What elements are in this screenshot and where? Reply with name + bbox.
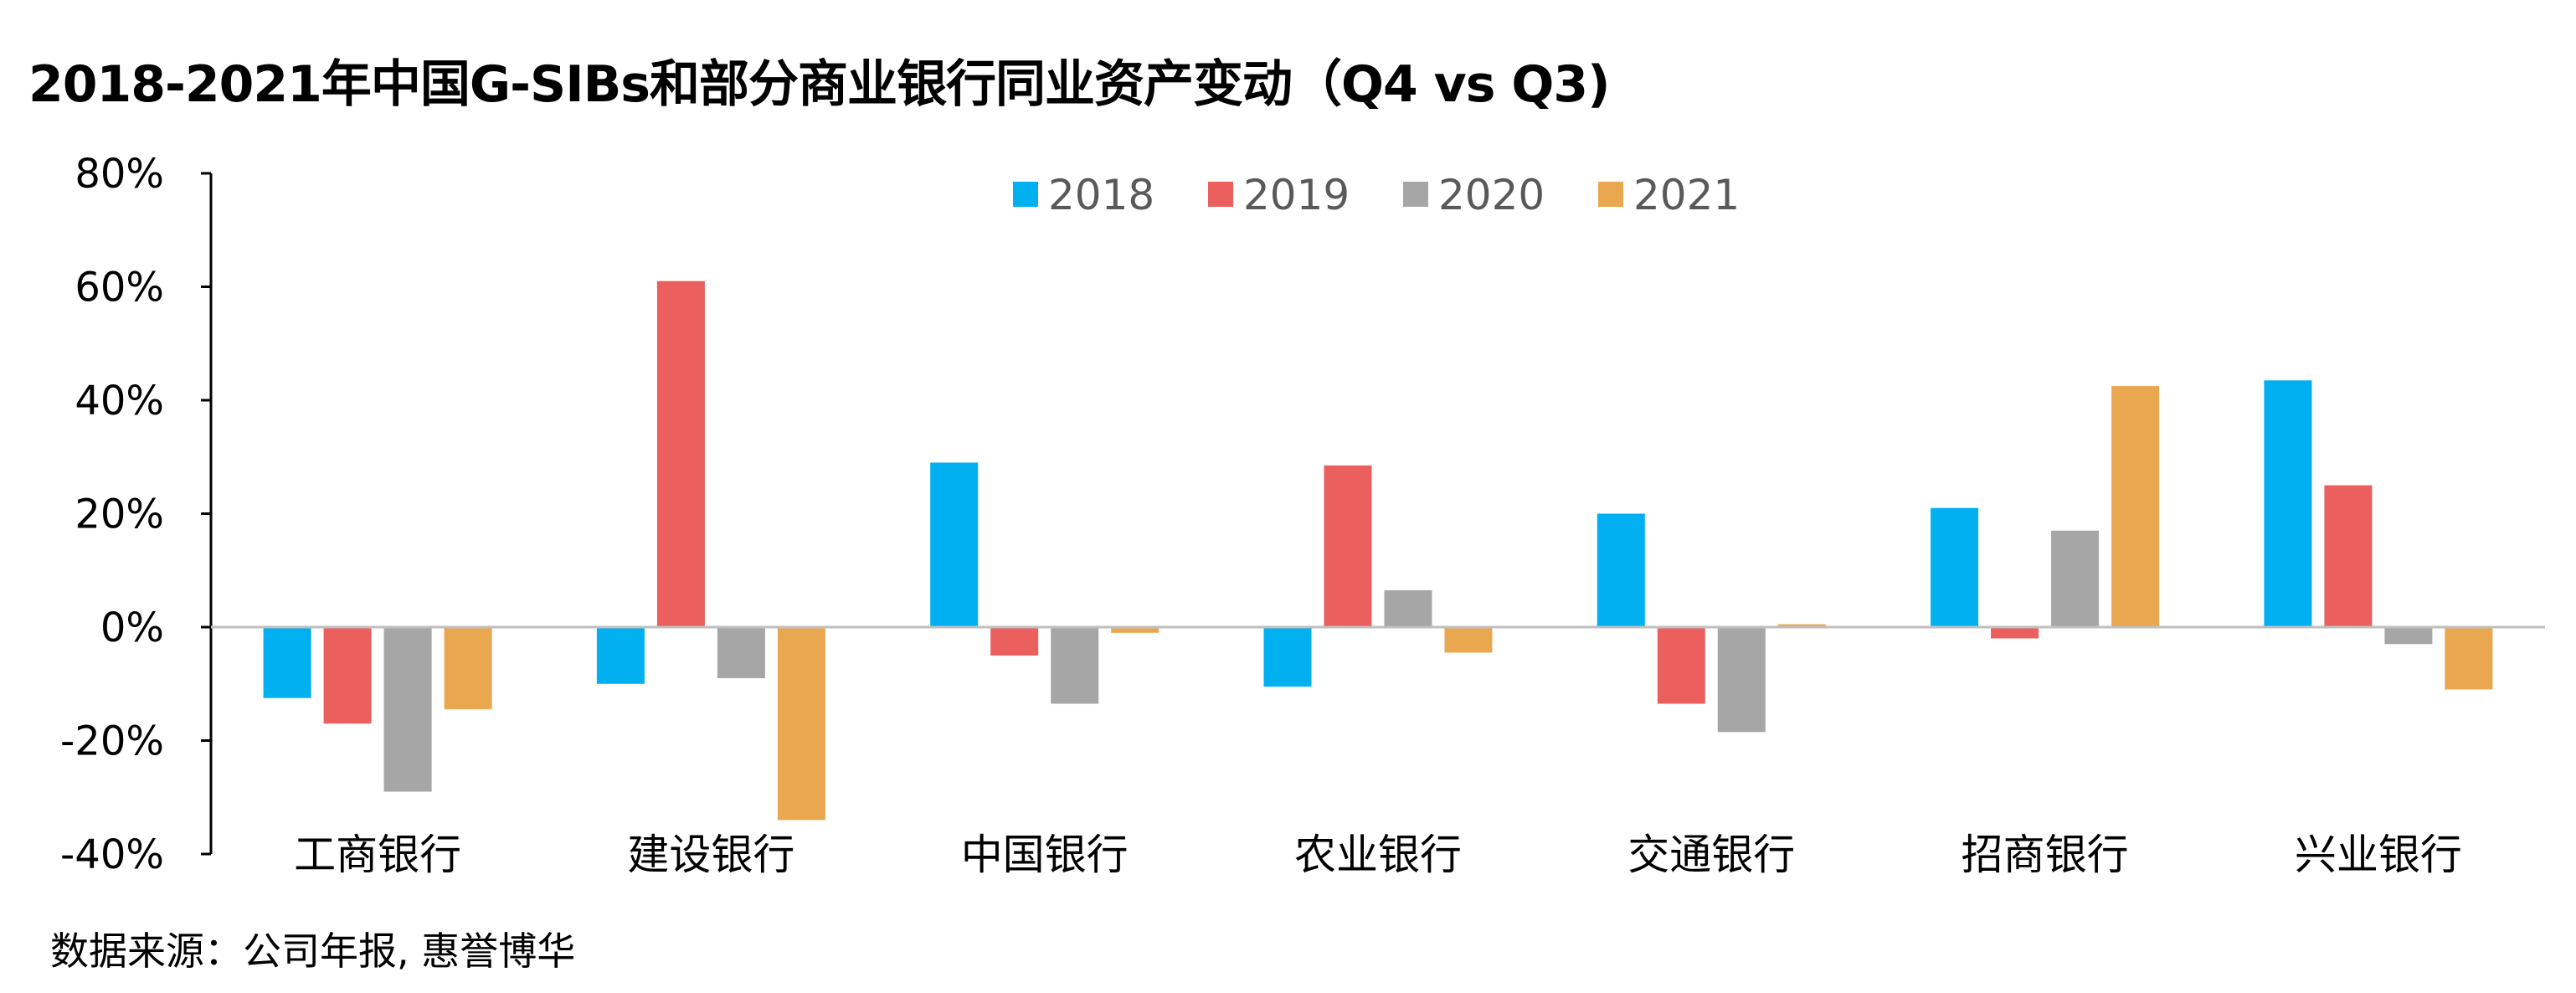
legend-swatch-2021 <box>1598 182 1623 207</box>
y-tick-label: 20% <box>75 491 164 538</box>
bar-2020-3 <box>1051 627 1099 704</box>
bar-2021-7 <box>2445 627 2493 690</box>
y-tick-label: -20% <box>60 718 164 765</box>
legend-swatch-2020 <box>1403 182 1428 207</box>
bar-2018-1 <box>263 627 311 698</box>
bar-2019-7 <box>2324 485 2373 627</box>
bar-2018-2 <box>596 627 645 684</box>
bar-2018-4 <box>1263 627 1312 687</box>
axes-layer <box>209 173 2545 854</box>
legend-swatch-2018 <box>1013 182 1038 207</box>
category-label: 交通银行 <box>1627 831 1795 879</box>
bar-2021-4 <box>1444 627 1493 653</box>
bar-2020-1 <box>383 627 432 792</box>
category-label: 中国银行 <box>961 831 1129 879</box>
bar-2018-5 <box>1597 513 1645 627</box>
bar-2021-3 <box>1111 627 1159 633</box>
bar-2021-2 <box>777 627 825 821</box>
category-label: 兴业银行 <box>2295 831 2462 879</box>
bar-2018-6 <box>1931 507 1979 627</box>
bar-2019-4 <box>1324 465 1372 627</box>
legend-label-2021: 2021 <box>1633 171 1740 219</box>
bar-2018-7 <box>2264 380 2312 627</box>
bar-2019-5 <box>1657 627 1705 704</box>
bar-2019-3 <box>990 627 1039 656</box>
bar-2019-6 <box>1991 627 2039 639</box>
bar-2019-2 <box>656 280 705 627</box>
legend-label-2019: 2019 <box>1243 171 1350 219</box>
y-tick-label: 40% <box>75 378 164 424</box>
source-note: 数据来源：公司年报, 惠誉博华 <box>50 929 576 974</box>
y-tick-label: 80% <box>75 151 164 198</box>
bar-2020-4 <box>1384 590 1432 627</box>
bar-2021-1 <box>444 627 492 710</box>
y-tick-label: -40% <box>60 831 164 878</box>
y-tick-label: 0% <box>100 605 164 651</box>
y-tick-labels: -40% -20% 0% 20% 40% 60% 80% <box>60 151 211 878</box>
category-label: 招商银行 <box>1962 831 2129 879</box>
y-tick-label: 60% <box>75 265 164 311</box>
bar-2020-5 <box>1717 627 1766 733</box>
category-label: 工商银行 <box>294 831 461 879</box>
legend-label-2018: 2018 <box>1048 171 1154 219</box>
bars-layer <box>263 280 2493 821</box>
x-category-labels: 工商银行 建设银行 中国银行 农业银行 交通银行 招商银行 兴业银行 <box>294 831 2462 879</box>
bar-2021-5 <box>1777 624 1826 627</box>
category-label: 建设银行 <box>627 831 794 879</box>
legend: 2018 2019 2020 2021 <box>1013 171 1740 219</box>
bar-2018-3 <box>930 462 979 627</box>
bar-2020-7 <box>2384 627 2433 645</box>
legend-swatch-2019 <box>1208 182 1233 207</box>
legend-label-2020: 2020 <box>1438 171 1545 219</box>
chart-title: 2018-2021年中国G-SIBs和部分商业银行同业资产变动（Q4 vs Q3… <box>28 55 1611 114</box>
bar-2020-6 <box>2051 530 2100 627</box>
bar-2019-1 <box>323 627 372 724</box>
bar-2020-2 <box>717 627 765 678</box>
category-label: 农业银行 <box>1294 831 1462 879</box>
bar-2021-6 <box>2111 386 2160 627</box>
